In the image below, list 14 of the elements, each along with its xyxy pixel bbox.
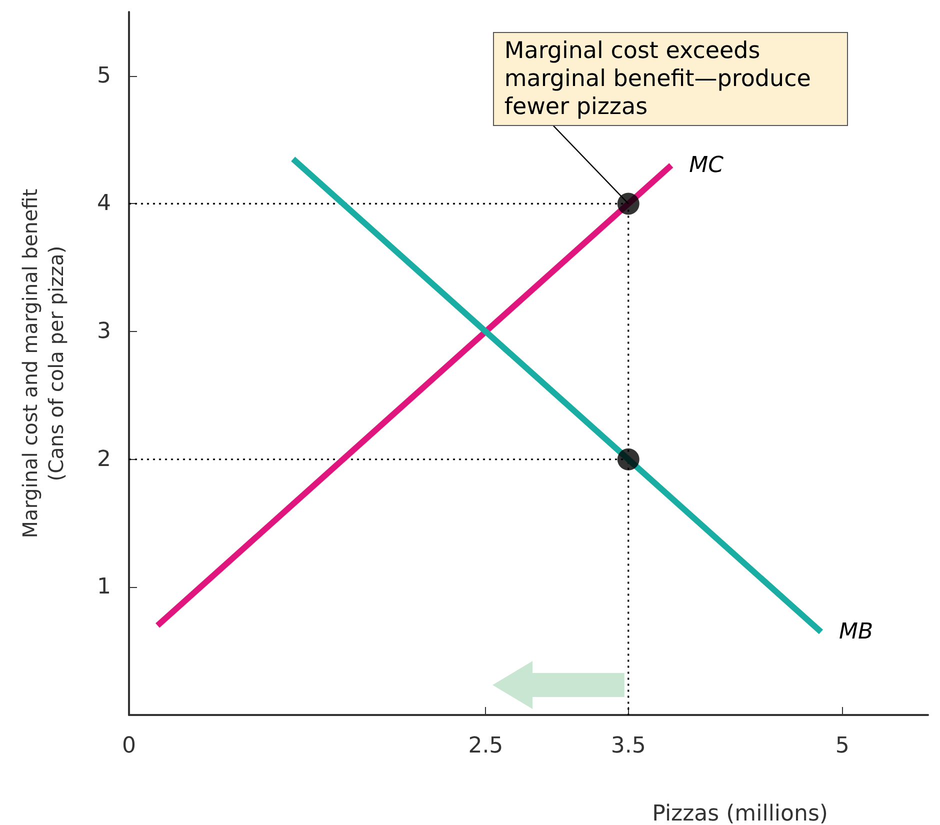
x-tick-label: 2.5: [468, 734, 504, 758]
y-axis-title: Marginal cost and marginal benefit (Cans of cola per pizza): [18, 188, 68, 538]
x-tick-label: 0: [122, 734, 136, 758]
series-label: MB: [838, 619, 874, 644]
y-tick-label: 1: [97, 574, 111, 600]
x-tick-label: 5: [835, 734, 850, 758]
y-tick-label: 2: [97, 446, 111, 472]
series-label: MC: [689, 152, 724, 178]
y-tick-label: 4: [97, 191, 111, 216]
callout-box: Marginal cost exceeds marginal benefit—produce fewer pizzas: [493, 32, 848, 126]
x-tick-label: 3.5: [610, 734, 646, 758]
y-tick-label: 3: [97, 319, 111, 344]
y-tick-label: 5: [97, 63, 111, 88]
x-axis-title: Pizzas (millions): [652, 802, 828, 825]
